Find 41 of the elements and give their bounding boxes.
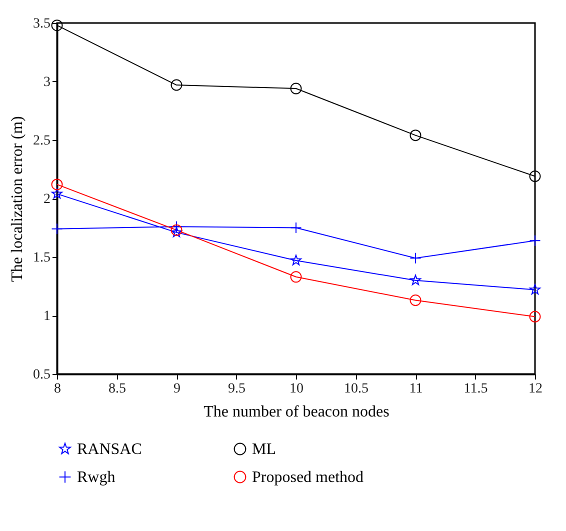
x-axis-title: The number of beacon nodes: [204, 404, 390, 420]
point: [410, 252, 422, 264]
y-tick-label: 0.5: [33, 368, 50, 382]
legend-label: ML: [252, 441, 276, 458]
x-tick-label: 12: [528, 382, 542, 396]
y-tick-label: 3.5: [33, 16, 50, 32]
y-tick-label: 1: [44, 309, 50, 324]
y-tick-label: 3: [44, 75, 50, 90]
point: [290, 254, 302, 266]
y-axis-title: The localization error (m): [9, 116, 26, 282]
x-tick-label: 11: [409, 382, 423, 396]
y-tick-label: 1.5: [33, 250, 50, 266]
point: [51, 20, 63, 32]
point: [410, 130, 422, 142]
legend-label: RANSAC: [77, 441, 142, 458]
point: [410, 294, 422, 306]
x-tick-label: 10.5: [344, 382, 368, 396]
point: [170, 220, 182, 232]
point: [51, 178, 63, 190]
legend-label: Rwgh: [77, 469, 116, 486]
point: [529, 310, 541, 322]
point: [170, 79, 182, 91]
x-tick-label: 8: [54, 382, 61, 396]
point: [290, 222, 302, 234]
legend-label: Proposed method: [252, 469, 364, 486]
point: [529, 234, 541, 246]
point: [290, 271, 302, 283]
x-tick-label: 11.5: [464, 382, 488, 396]
x-tick-label: 9.5: [228, 382, 246, 396]
x-tick-label: 10: [290, 382, 304, 396]
point: [51, 223, 63, 235]
point: [530, 284, 540, 294]
point: [171, 226, 182, 238]
point: [529, 170, 541, 182]
point: [52, 188, 62, 199]
point: [410, 274, 421, 286]
y-tick-label: 2.5: [33, 134, 50, 148]
x-tick-label: 8.5: [108, 382, 126, 396]
x-tick-label: 9: [174, 382, 180, 396]
y-tick-label: 2: [44, 192, 50, 207]
point: [290, 82, 302, 94]
